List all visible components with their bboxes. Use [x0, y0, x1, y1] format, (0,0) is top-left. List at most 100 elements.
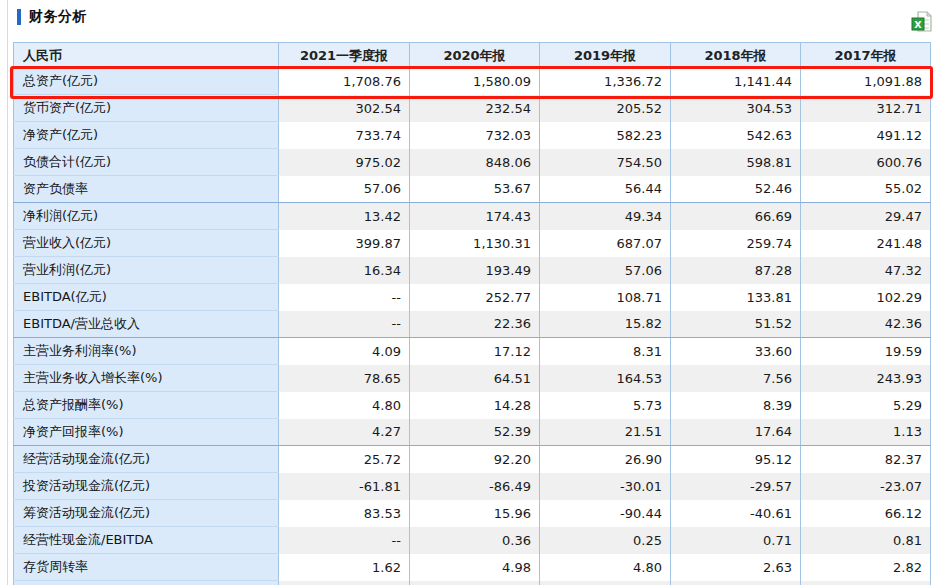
cell-value: 848.06 [410, 149, 540, 176]
table-row: 营业收入(亿元)399.871,130.31687.07259.74241.48 [14, 230, 931, 257]
cell-value: 243.93 [801, 365, 931, 392]
cell-value: 0.71 [671, 527, 801, 554]
row-label: 总资产报酬率(%) [14, 392, 279, 419]
cell-value: 57.06 [540, 257, 671, 284]
table-row: 净利润(亿元)13.42174.4349.3466.6929.47 [14, 203, 931, 230]
cell-value: 304.53 [671, 95, 801, 122]
row-label: 净利润(亿元) [14, 203, 279, 230]
cell-value: 29.47 [801, 203, 931, 230]
cell-value: 174.43 [410, 203, 540, 230]
cell-value: 0.36 [410, 527, 540, 554]
cell-value: 15.82 [540, 311, 671, 338]
cell-value: 1.13 [801, 419, 931, 446]
svg-text:X: X [914, 19, 922, 30]
row-label: 经营性现金流/EBITDA [14, 527, 279, 554]
cell-value: 582.23 [540, 122, 671, 149]
row-label: 净资产(亿元) [14, 122, 279, 149]
cell-value: 312.71 [801, 95, 931, 122]
cell-value: 82.37 [801, 446, 931, 473]
financial-table: 人民币2021一季度报2020年报2019年报2018年报2017年报 总资产(… [13, 42, 931, 585]
cell-value: 57.06 [279, 176, 410, 203]
cell-value: 66.12 [801, 500, 931, 527]
cell-value: 1,708.76 [279, 68, 410, 95]
cell-value: 64.51 [410, 365, 540, 392]
cell-value: 47.32 [801, 257, 931, 284]
table-row: 存货周转率1.624.984.802.632.82 [14, 554, 931, 581]
table-row [14, 581, 931, 585]
column-header: 2020年报 [410, 43, 540, 69]
row-label: 经营活动现金流(亿元) [14, 446, 279, 473]
table-row: 经营性现金流/EBITDA--0.360.250.710.81 [14, 527, 931, 554]
table-row: 投资活动现金流(亿元)-61.81-86.49-30.01-29.57-23.0… [14, 473, 931, 500]
cell-value: -61.81 [279, 473, 410, 500]
cell-value: 2.82 [801, 554, 931, 581]
cell-value: 14.28 [410, 392, 540, 419]
cell-value: 53.67 [410, 176, 540, 203]
cell-value: 55.02 [801, 176, 931, 203]
cell-value: 83.53 [279, 500, 410, 527]
cell-value: 0.81 [801, 527, 931, 554]
cell-value: 33.60 [671, 338, 801, 365]
row-label: 营业利润(亿元) [14, 257, 279, 284]
table-row: 净资产回报率(%)4.2752.3921.5117.641.13 [14, 419, 931, 446]
export-excel-icon[interactable]: X [910, 10, 934, 34]
cell-value: 19.59 [801, 338, 931, 365]
cell-value: 13.42 [279, 203, 410, 230]
financial-analysis-page: 财务分析 X 人民币2021一季度报2020年报2019年报2018年报2017… [0, 0, 939, 585]
cell-value: 92.20 [410, 446, 540, 473]
cell-value: 8.31 [540, 338, 671, 365]
table-row-highlighted: 总资产(亿元)1,708.761,580.091,336.721,141.441… [14, 68, 931, 95]
cell-value: 42.36 [801, 311, 931, 338]
cell-value: 52.39 [410, 419, 540, 446]
cell-value: -30.01 [540, 473, 671, 500]
row-label: EBITDA/营业总收入 [14, 311, 279, 338]
cell-value: 56.44 [540, 176, 671, 203]
cell-value: 5.73 [540, 392, 671, 419]
cell-value: -- [279, 527, 410, 554]
cell-value: 17.12 [410, 338, 540, 365]
cell-value: 1,141.44 [671, 68, 801, 95]
cell-value: -- [279, 311, 410, 338]
cell-value: 51.52 [671, 311, 801, 338]
cell-value: -90.44 [540, 500, 671, 527]
cell-value: 87.28 [671, 257, 801, 284]
cell-value: 17.64 [671, 419, 801, 446]
column-header: 2018年报 [671, 43, 801, 69]
cell-value: 241.48 [801, 230, 931, 257]
cell-value: 4.09 [279, 338, 410, 365]
table-row: EBITDA(亿元)--252.77108.71133.81102.29 [14, 284, 931, 311]
cell-value: 252.77 [410, 284, 540, 311]
cell-value: -- [279, 284, 410, 311]
cell-value [279, 581, 410, 585]
table-row: 筹资活动现金流(亿元)83.5315.96-90.44-40.6166.12 [14, 500, 931, 527]
table-row: 负债合计(亿元)975.02848.06754.50598.81600.76 [14, 149, 931, 176]
column-header: 2019年报 [540, 43, 671, 69]
cell-value: 1,580.09 [410, 68, 540, 95]
row-label: 总资产(亿元) [14, 68, 279, 95]
cell-value [410, 581, 540, 585]
cell-value: 259.74 [671, 230, 801, 257]
cell-value [671, 581, 801, 585]
title-accent-bar-icon [17, 9, 21, 25]
cell-value: 15.96 [410, 500, 540, 527]
table-row: 营业利润(亿元)16.34193.4957.0687.2847.32 [14, 257, 931, 284]
row-label: 主营业务利润率(%) [14, 338, 279, 365]
row-label: 货币资产(亿元) [14, 95, 279, 122]
row-label: 存货周转率 [14, 554, 279, 581]
table-row: 净资产(亿元)733.74732.03582.23542.63491.12 [14, 122, 931, 149]
cell-value: 95.12 [671, 446, 801, 473]
column-header: 2021一季度报 [279, 43, 410, 69]
cell-value: 598.81 [671, 149, 801, 176]
cell-value: 16.34 [279, 257, 410, 284]
cell-value: 8.39 [671, 392, 801, 419]
cell-value: 732.03 [410, 122, 540, 149]
row-label: 筹资活动现金流(亿元) [14, 500, 279, 527]
cell-value: 1,130.31 [410, 230, 540, 257]
cell-value: -23.07 [801, 473, 931, 500]
cell-value: 733.74 [279, 122, 410, 149]
cell-value: 4.80 [540, 554, 671, 581]
cell-value: 25.72 [279, 446, 410, 473]
cell-value: 22.36 [410, 311, 540, 338]
cell-value: 49.34 [540, 203, 671, 230]
cell-value: 4.98 [410, 554, 540, 581]
